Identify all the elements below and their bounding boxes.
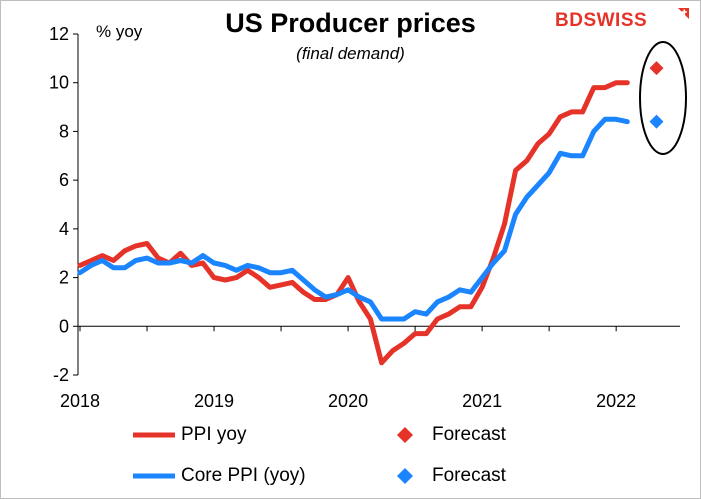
x-tick-label: 2020 — [328, 391, 368, 411]
legend-label-ppi-forecast: Forecast — [432, 424, 506, 445]
x-tick-label: 2019 — [194, 391, 234, 411]
logo-text-bd: BD — [555, 10, 584, 31]
y-tick-label: 4 — [59, 219, 69, 239]
y-tick-label: 12 — [49, 24, 69, 44]
series-line-2 — [77, 116, 630, 322]
legend-label-core-forecast: Forecast — [432, 465, 506, 486]
chart-subtitle: (final demand) — [296, 44, 405, 63]
forecast-marker-1 — [649, 61, 664, 76]
forecast-highlight-ellipse — [639, 41, 687, 155]
x-tick-label: 2018 — [60, 391, 100, 411]
legend-label-core-ppi: Core PPI (yoy) — [181, 465, 306, 486]
y-tick-label: 10 — [49, 73, 69, 93]
brand-logo: BDSWISS — [555, 8, 689, 32]
y-tick-label: 8 — [59, 121, 69, 141]
forecast-marker-3 — [649, 114, 664, 129]
legend-marker-ppi-forecast — [397, 427, 413, 443]
y-tick-label: -2 — [53, 365, 69, 385]
y-axis-label: % yoy — [96, 22, 143, 41]
y-tick-label: 2 — [59, 268, 69, 288]
logo-text-swiss: SWISS — [583, 10, 648, 31]
swiss-cross-icon — [678, 8, 689, 19]
legend-marker-core-forecast — [397, 468, 413, 484]
y-tick-label: 0 — [59, 316, 69, 336]
x-tick-label: 2021 — [462, 391, 502, 411]
y-tick-label: 6 — [59, 170, 69, 190]
chart-title: US Producer prices — [225, 8, 476, 38]
x-tick-label: 2022 — [596, 391, 636, 411]
legend-label-ppi: PPI yoy — [181, 424, 247, 445]
